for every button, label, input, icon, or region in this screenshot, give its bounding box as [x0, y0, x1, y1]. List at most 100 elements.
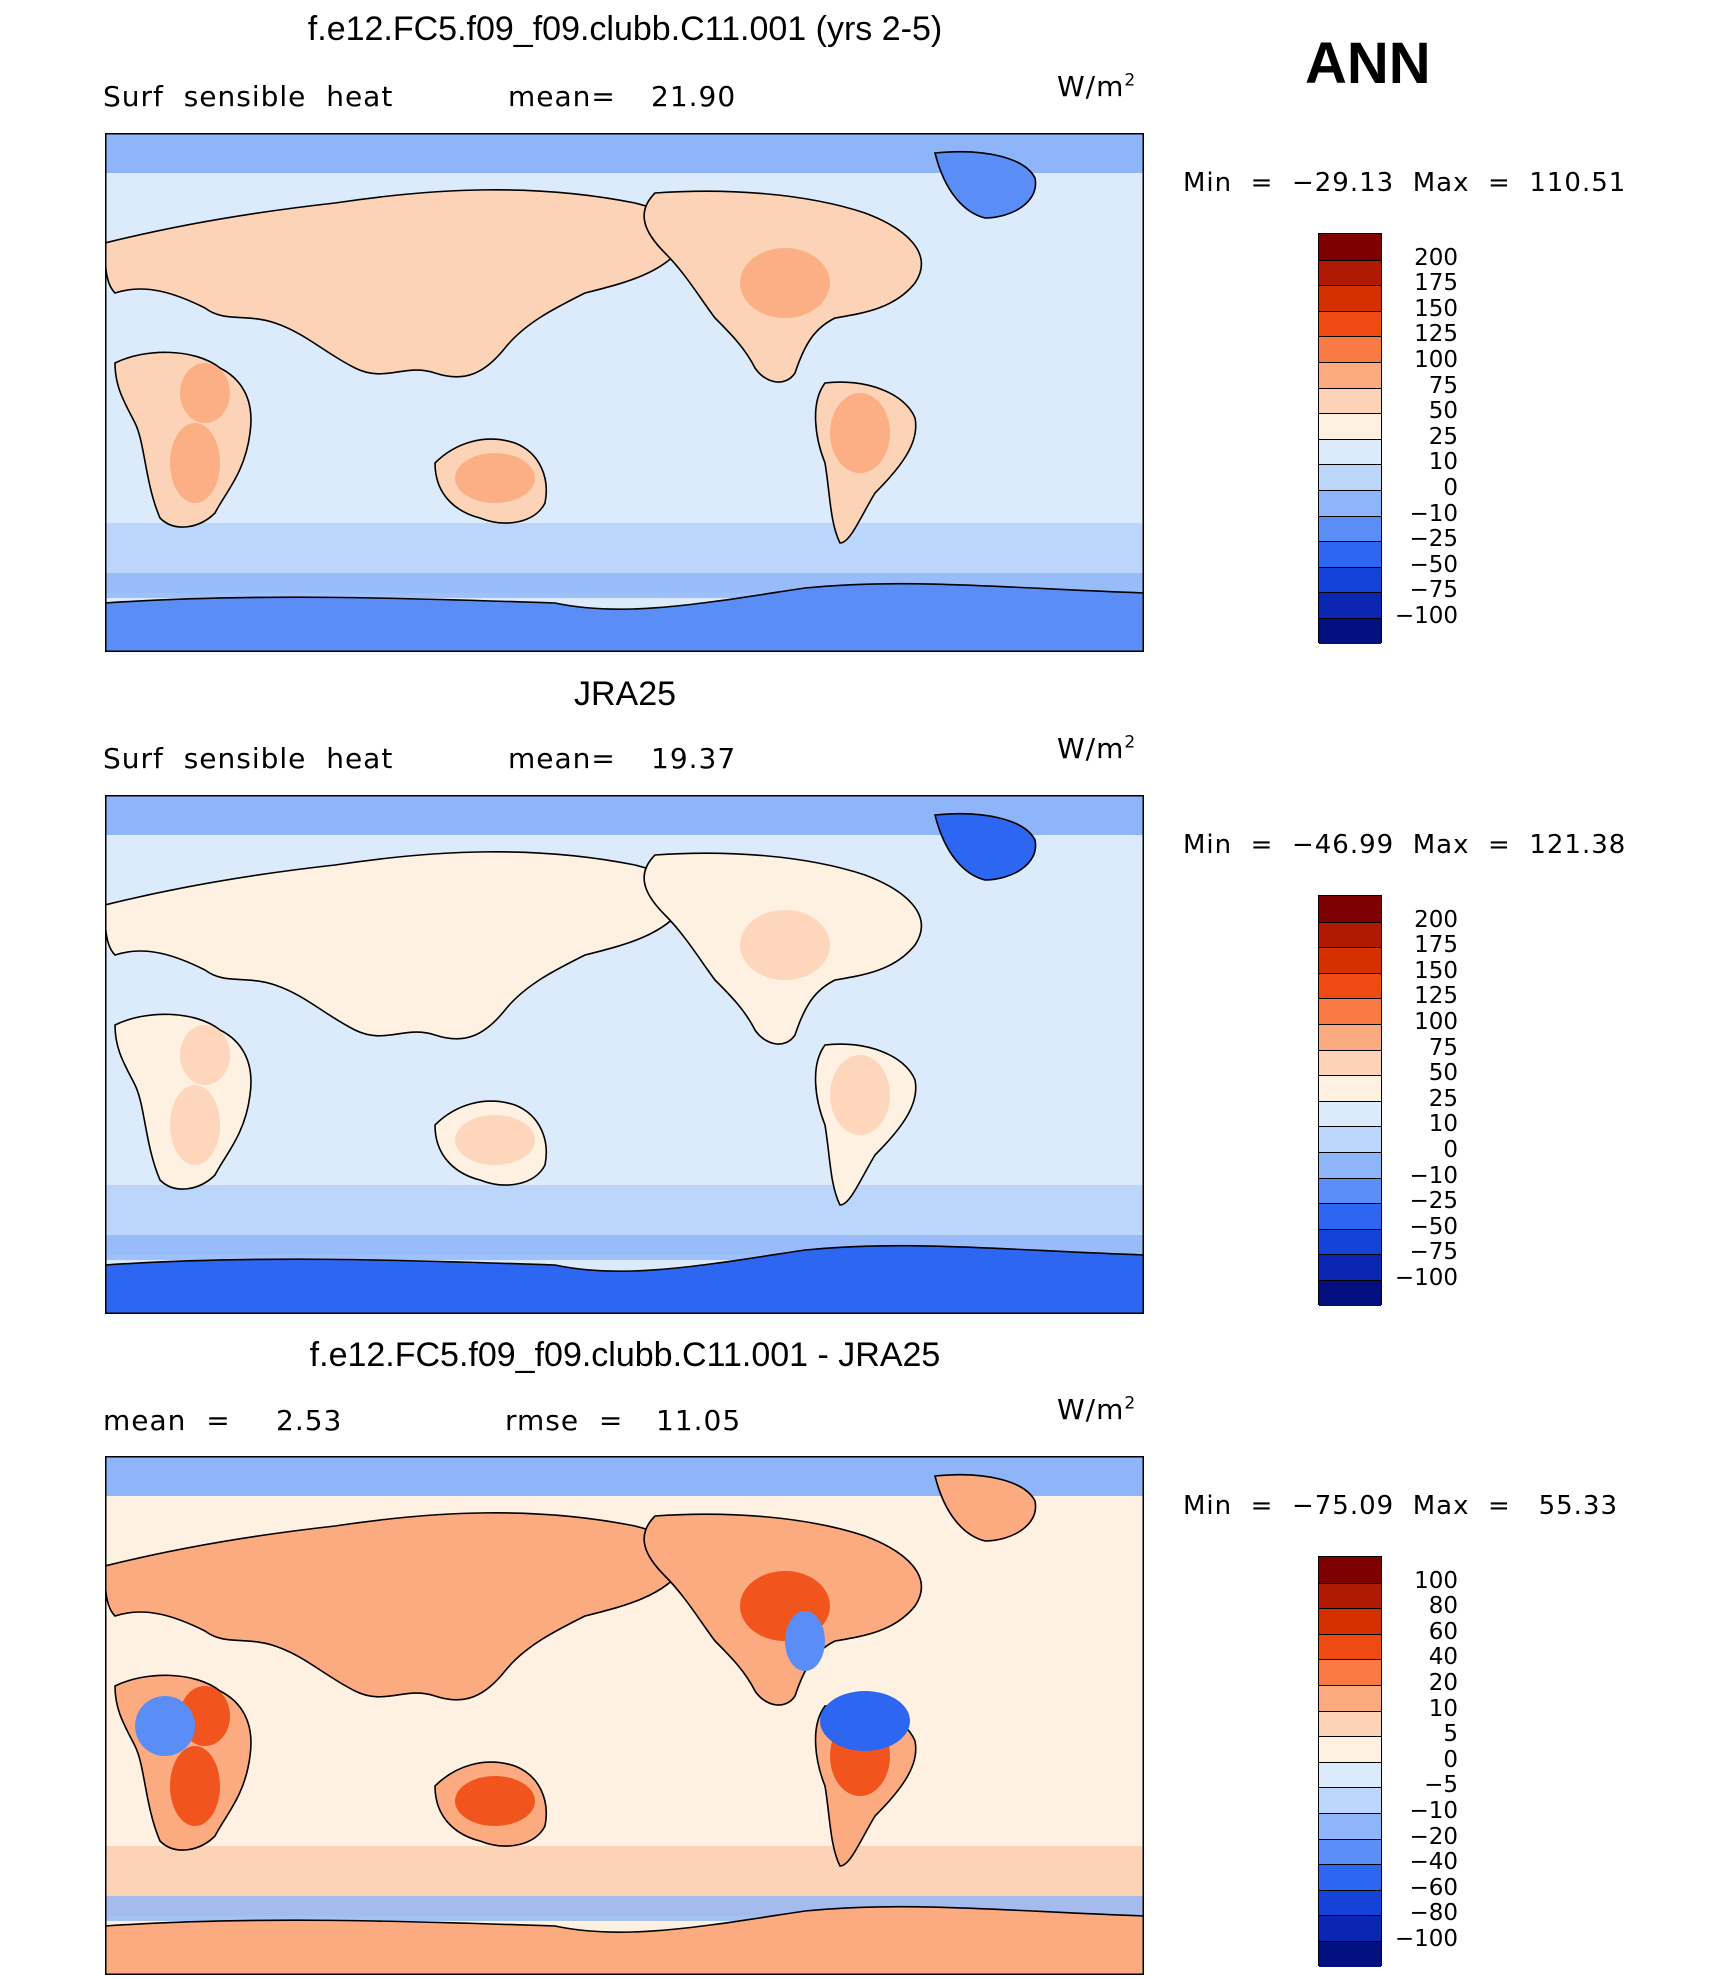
colorbar-tick-label: −25	[1409, 526, 1458, 553]
map-cold-anomaly	[785, 1611, 825, 1671]
panel-2-min-max: Min = −46.99 Max = 121.38	[1183, 830, 1627, 860]
colorbar-segment	[1319, 1633, 1381, 1660]
colorbar-tick-label: 20	[1428, 1670, 1458, 1696]
colorbar-segment	[1319, 1254, 1381, 1280]
map-landmass	[933, 812, 1037, 881]
panel-1-colorbar	[1318, 233, 1382, 644]
colorbar-tick-label: −25	[1409, 1188, 1458, 1215]
colorbar-tick-label: 10	[1428, 1111, 1458, 1138]
colorbar-segment	[1319, 998, 1381, 1024]
colorbar-segment	[1319, 1075, 1381, 1101]
colorbar-tick-label: 100	[1414, 1567, 1458, 1594]
map-landmass	[105, 1244, 1144, 1314]
map-landmass	[105, 1512, 689, 1701]
colorbar-tick-label: 10	[1428, 1695, 1458, 1722]
colorbar-tick-label: −75	[1409, 1239, 1458, 1266]
colorbar-segment	[1319, 1710, 1381, 1737]
map-frame	[105, 1456, 1144, 1975]
colorbar-segment	[1319, 285, 1381, 311]
colorbar-tick-label: 0	[1443, 1746, 1458, 1773]
colorbar-segment	[1319, 1940, 1381, 1967]
colorbar-segment	[1319, 438, 1381, 465]
colorbar-tick-label: −10	[1409, 1162, 1458, 1189]
panel-3-rmse-label: rmse =	[505, 1404, 624, 1437]
map-warm-anomaly	[740, 248, 830, 318]
colorbar-tick-label: 50	[1428, 398, 1458, 425]
map-landmass	[105, 582, 1144, 652]
colorbar-segment	[1319, 1049, 1381, 1076]
colorbar-tick-label: 0	[1443, 1137, 1458, 1163]
colorbar-tick-label: −20	[1409, 1823, 1458, 1850]
panel-2-mean-value: 19.37	[651, 742, 737, 775]
colorbar-tick-label: 10	[1428, 449, 1458, 476]
map-cold-anomaly	[820, 1691, 910, 1751]
panel-2-map	[105, 795, 1144, 1314]
colorbar-segment	[1319, 921, 1381, 948]
colorbar-segment	[1319, 1761, 1381, 1788]
panel-2-variable-label: Surf sensible heat	[103, 742, 394, 775]
map-warm-anomaly	[830, 1055, 890, 1135]
map-warm-anomaly	[170, 1746, 220, 1826]
colorbar-segment	[1319, 1151, 1381, 1178]
map-frame	[105, 795, 1144, 1314]
panel-1-variable-label: Surf sensible heat	[103, 80, 394, 113]
colorbar-segment	[1319, 1736, 1381, 1762]
map-warm-anomaly	[455, 453, 535, 503]
colorbar-segment	[1319, 1838, 1381, 1865]
colorbar-tick-label: 75	[1428, 1034, 1458, 1061]
colorbar-segment	[1319, 464, 1381, 490]
map-landmass	[933, 1473, 1037, 1542]
colorbar-segment	[1319, 1915, 1381, 1941]
panel-3-map	[105, 1456, 1144, 1975]
colorbar-tick-label: 80	[1428, 1593, 1458, 1620]
panel-3-units: W/m2	[1057, 1393, 1137, 1426]
colorbar-tick-label: 150	[1414, 295, 1458, 322]
colorbar-tick-label: 150	[1414, 957, 1458, 984]
colorbar-segment	[1319, 972, 1381, 999]
map-warm-anomaly	[455, 1776, 535, 1826]
colorbar-segment	[1319, 1228, 1381, 1255]
colorbar-segment	[1319, 1684, 1381, 1711]
panel-3-mean-value: 2.53	[276, 1404, 343, 1437]
colorbar-tick-label: −5	[1424, 1772, 1458, 1799]
colorbar-segment	[1319, 947, 1381, 973]
map-warm-anomaly	[830, 393, 890, 473]
map-warm-anomaly	[170, 1085, 220, 1165]
colorbar-segment	[1319, 1279, 1381, 1306]
season-label: ANN	[1305, 31, 1431, 96]
map-landmass	[105, 189, 689, 378]
colorbar-segment	[1319, 1864, 1381, 1890]
colorbar-segment	[1319, 515, 1381, 542]
panel-1-title: f.e12.FC5.f09_f09.clubb.C11.001 (yrs 2-5…	[307, 10, 943, 48]
panel-3-colorbar	[1318, 1556, 1382, 1967]
panel-2-mean-label: mean=	[508, 742, 616, 775]
colorbar-tick-label: 25	[1428, 423, 1458, 450]
panel-1-mean-label: mean=	[508, 80, 616, 113]
colorbar-tick-label: 0	[1443, 475, 1458, 501]
map-frame	[105, 133, 1144, 652]
colorbar-segment	[1319, 592, 1381, 618]
colorbar-tick-label: −50	[1409, 1213, 1458, 1240]
map-landmass	[933, 150, 1037, 219]
panel-2-title: JRA25	[573, 675, 677, 713]
panel-3-rmse-value: 11.05	[656, 1404, 742, 1437]
colorbar-segment	[1319, 1100, 1381, 1127]
map-warm-anomaly	[740, 910, 830, 980]
map-warm-anomaly	[170, 423, 220, 503]
colorbar-segment	[1319, 1889, 1381, 1916]
map-warm-anomaly	[455, 1115, 535, 1165]
colorbar-segment	[1319, 310, 1381, 337]
colorbar-segment	[1319, 1557, 1381, 1583]
colorbar-tick-label: −60	[1409, 1874, 1458, 1901]
panel-3-mean-label: mean =	[103, 1404, 231, 1437]
panel-3-min-max: Min = −75.09 Max = 55.33	[1183, 1491, 1619, 1521]
colorbar-tick-label: −50	[1409, 551, 1458, 578]
colorbar-segment	[1319, 1582, 1381, 1609]
colorbar-segment	[1319, 259, 1381, 286]
colorbar-tick-label: −80	[1409, 1900, 1458, 1927]
map-landmass	[105, 851, 689, 1040]
colorbar-segment	[1319, 387, 1381, 414]
panel-2-colorbar	[1318, 895, 1382, 1306]
colorbar-segment	[1319, 413, 1381, 439]
colorbar-tick-label: 60	[1428, 1618, 1458, 1645]
